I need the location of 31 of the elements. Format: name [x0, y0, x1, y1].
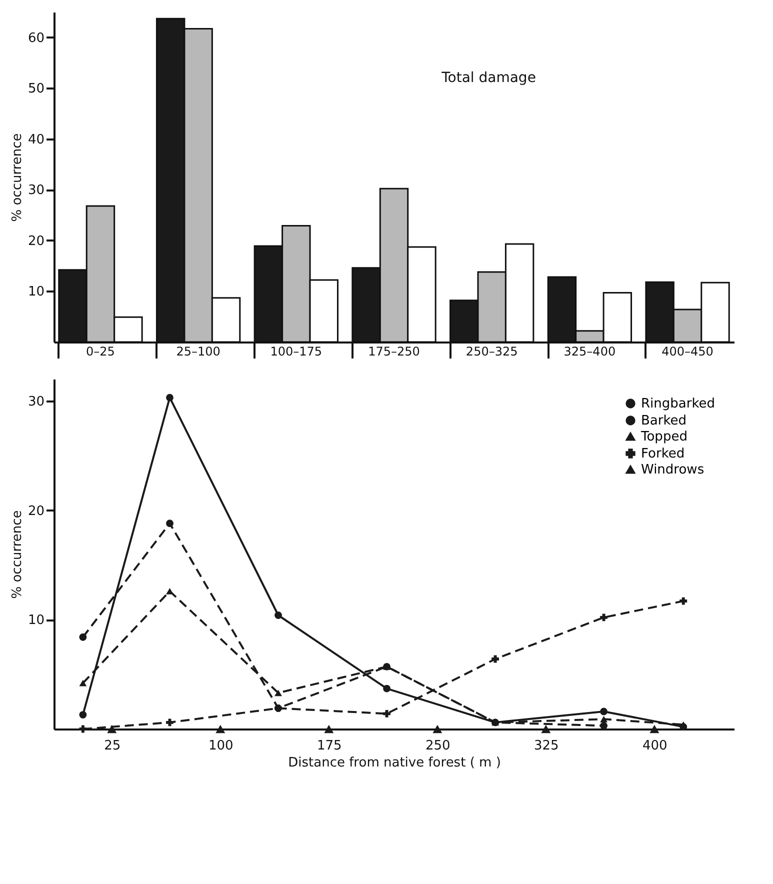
y-tick-label: 40 — [28, 132, 44, 148]
x-axis-title: Distance from native forest ( m ) — [288, 756, 501, 770]
x-tick-label: 250 — [425, 738, 450, 754]
legend-label: Topped — [640, 430, 688, 444]
y-tick-label: 60 — [28, 30, 44, 46]
x-tick-label: 100 — [208, 738, 234, 754]
x-tick-label: 250–325 — [466, 344, 518, 358]
x-tick-label: 175–250 — [368, 344, 420, 358]
x-tick-label: 25–100 — [176, 344, 220, 358]
x-tick-label: 325 — [534, 738, 559, 754]
x-tick-label: 100–175 — [270, 344, 322, 358]
legend-label: Barked — [641, 414, 687, 428]
y-tick-label: 30 — [28, 183, 44, 198]
legend-label: Windrows — [641, 462, 704, 478]
legend-label: Ringbarked — [641, 396, 716, 412]
annotation: Total damage — [440, 70, 536, 86]
y-tick-label: 10 — [28, 613, 44, 628]
y-tick-label: 30 — [28, 394, 44, 410]
y-tick-label: 10 — [28, 284, 44, 300]
x-tick-label: 325–400 — [564, 344, 616, 358]
x-tick-label: 0–25 — [86, 344, 115, 358]
y-axis-title: % occurrence — [10, 510, 25, 599]
y-tick-label: 20 — [28, 504, 44, 519]
legend-label: Forked — [641, 446, 685, 462]
x-tick-label: 400 — [642, 738, 668, 754]
x-tick-label: 25 — [104, 738, 121, 754]
x-tick-label: 400–450 — [662, 344, 714, 358]
y-tick-label: 50 — [28, 82, 44, 97]
y-tick-label: 20 — [28, 234, 44, 249]
y-axis-title: % occurrence — [10, 133, 25, 222]
x-tick-label: 175 — [316, 738, 342, 754]
